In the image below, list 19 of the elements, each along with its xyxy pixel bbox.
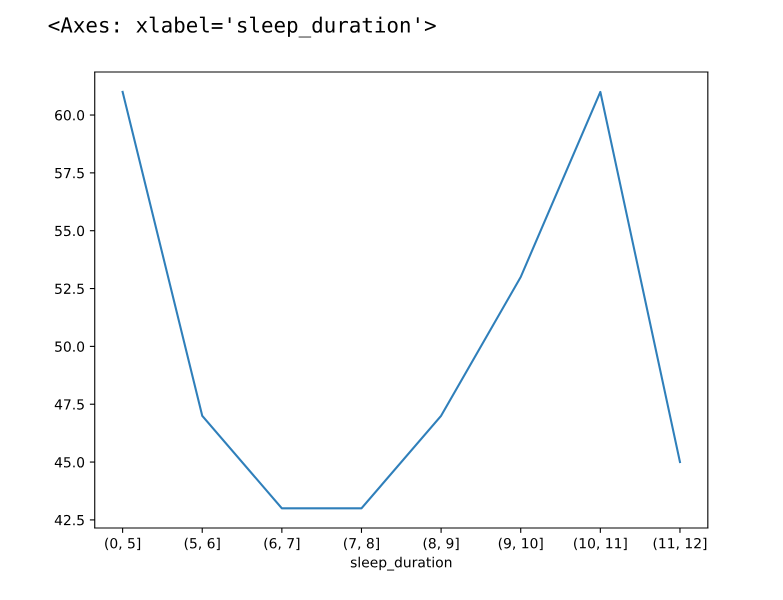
y-tick-label: 52.5 [55,284,84,294]
x-tick-label: (5, 6] [184,538,220,550]
x-tick-label: (10, 11] [574,538,627,550]
y-tick-label: 45.0 [54,457,84,468]
x-tick-label: (11, 12] [654,538,706,550]
x-tick-label: (8, 9] [424,538,459,550]
y-tick-label: 47.5 [54,399,84,410]
y-tick-label: 42.5 [54,514,84,526]
x-axis-title: sleep_duration [350,556,452,571]
y-tick-label: 60.0 [55,110,84,121]
x-tick-label: (9, 10] [498,538,543,550]
x-tick-label: (0, 5] [105,538,140,550]
line-series [122,90,682,510]
x-tick-label: (7, 8] [344,538,379,550]
y-tick-label: 55.0 [55,226,84,236]
x-tick-label: (6, 7] [264,538,300,550]
text: <Axes: xlabel='sleep_duration'> [48,16,436,38]
y-tick-label: 57.5 [55,168,84,178]
y-tick-label: 50.0 [55,341,84,352]
